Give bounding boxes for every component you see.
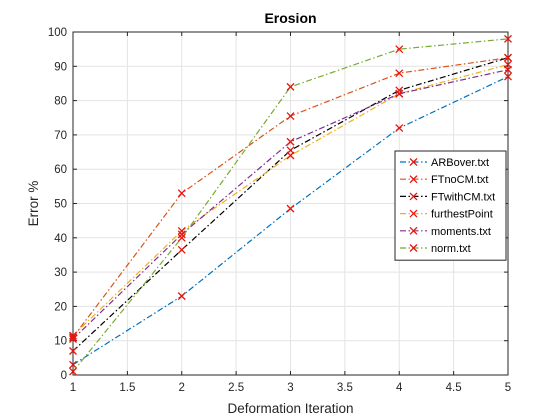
data-point — [286, 204, 295, 213]
x-tick-label: 2 — [179, 382, 185, 394]
data-point — [395, 89, 404, 98]
y-tick-label: 40 — [54, 233, 67, 245]
x-tick-label: 3 — [287, 382, 293, 394]
y-tick-label: 80 — [54, 96, 67, 108]
legend-box — [394, 150, 507, 261]
y-tick-label: 90 — [54, 61, 67, 73]
legend-marker — [409, 226, 418, 235]
legend-entry: furthestPoint — [431, 209, 493, 221]
y-tick-label: 30 — [54, 267, 67, 279]
x-tick-label: 3.5 — [337, 382, 353, 394]
legend-entry: moments.txt — [431, 226, 491, 238]
data-point — [286, 137, 295, 146]
data-point — [177, 226, 186, 235]
y-axis-label: Error % — [26, 181, 41, 227]
x-axis-label: Deformation Iteration — [227, 401, 353, 416]
data-point — [69, 347, 77, 355]
data-point — [286, 82, 295, 91]
legend: ARBover.txt FTnoCM.txt FTwithCM.txt furthes… — [394, 150, 507, 261]
data-point — [286, 151, 295, 160]
x-tick-label: 4 — [396, 382, 403, 394]
series-line — [72, 38, 509, 372]
data-point — [177, 189, 186, 198]
y-tick-label: 20 — [54, 301, 67, 313]
data-point — [69, 331, 77, 340]
series-line — [72, 69, 509, 340]
legend-marker — [409, 158, 418, 166]
x-tick-label: 1.5 — [119, 382, 135, 394]
y-tick-label: 10 — [54, 336, 67, 348]
x-tick-label: 1 — [70, 382, 76, 394]
data-point — [69, 367, 77, 376]
chart-title: Erosion — [264, 10, 316, 26]
legend-marker — [409, 192, 418, 201]
series-5 — [69, 34, 512, 376]
legend-marker — [409, 244, 418, 252]
data-point — [177, 292, 186, 301]
data-point — [286, 112, 295, 120]
series-1 — [69, 53, 512, 342]
x-tick-label: 2.5 — [228, 382, 244, 394]
data-point — [69, 360, 77, 369]
legend-entry: FTnoCM.txt — [431, 174, 488, 186]
data-point — [177, 233, 186, 242]
series-0 — [69, 72, 512, 369]
y-tick-label: 50 — [54, 199, 67, 211]
y-tick-label: 0 — [61, 370, 67, 382]
data-point — [395, 124, 404, 132]
data-point — [177, 230, 186, 239]
x-tick-label: 5 — [505, 382, 511, 394]
legend-entry: ARBover.txt — [431, 157, 489, 169]
data-point — [504, 72, 512, 81]
y-tick-label: 100 — [48, 27, 67, 39]
series-4 — [69, 65, 512, 343]
data-point — [177, 245, 186, 254]
data-point — [504, 65, 512, 74]
data-point — [69, 335, 77, 343]
y-tick-label: 60 — [54, 164, 67, 176]
x-tick-label: 4.5 — [446, 382, 462, 394]
data-point — [395, 69, 404, 78]
series-lines — [69, 34, 512, 376]
data-point — [69, 333, 77, 342]
legend-entry: norm.txt — [431, 243, 471, 255]
data-point — [504, 53, 512, 62]
data-point — [395, 45, 404, 54]
legend-marker — [409, 175, 418, 184]
y-tick-label: 70 — [54, 130, 67, 142]
series-line — [72, 64, 509, 336]
data-point — [504, 34, 512, 43]
legend-entry: FTwithCM.txt — [431, 191, 495, 203]
legend-marker — [409, 209, 418, 218]
